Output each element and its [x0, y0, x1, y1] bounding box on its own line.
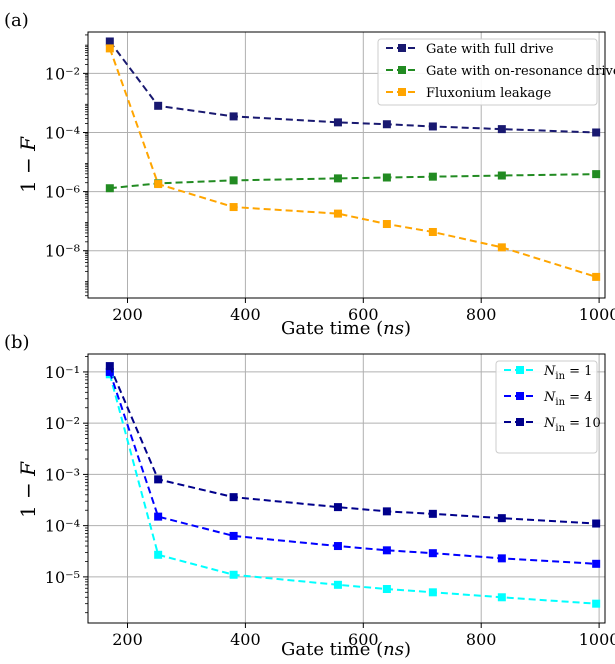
data-point	[105, 367, 114, 376]
data-point	[428, 227, 437, 236]
data-point	[105, 184, 114, 193]
y-axis-label: 1 − F	[16, 461, 40, 518]
data-point	[105, 37, 114, 46]
data-point	[154, 475, 163, 484]
x-axis-label: Gate time (ns)	[281, 639, 411, 660]
series-line-1	[108, 374, 597, 605]
data-point	[105, 44, 114, 53]
x-tick-label: 1000	[579, 305, 615, 324]
legend: Gate with full drive Gate with on-resonan…	[377, 38, 615, 106]
panel-label: (a)	[4, 10, 29, 31]
data-point	[382, 585, 391, 594]
data-point	[592, 170, 601, 179]
y-tick-label: 10⁻⁴	[45, 517, 80, 536]
legend-swatch-marker	[398, 88, 406, 96]
data-point	[497, 125, 506, 134]
data-point	[497, 171, 506, 180]
data-point	[382, 173, 391, 182]
data-point	[333, 503, 342, 512]
data-point	[592, 519, 601, 528]
x-tick-label: 200	[112, 630, 143, 649]
x-tick-label: 800	[466, 305, 497, 324]
data-point	[154, 512, 163, 521]
legend-swatch-marker	[516, 392, 524, 400]
legend: Nin = 1 Nin = 4 Nin = 10	[495, 360, 601, 454]
legend-swatch-marker	[398, 44, 406, 52]
legend-label: Fluxonium leakage	[426, 86, 552, 101]
y-tick-label: 10⁻²	[45, 64, 80, 83]
y-tick-label: 10⁻⁵	[45, 568, 80, 587]
x-tick-label: 600	[348, 630, 379, 649]
data-point	[333, 118, 342, 127]
data-point	[592, 128, 601, 137]
legend-label: Nin = 4	[543, 390, 592, 408]
y-tick-label: 10⁻¹	[45, 363, 80, 382]
x-tick-label: 800	[466, 630, 497, 649]
legend-label: Nin = 10	[543, 416, 601, 434]
legend-swatch-marker	[516, 366, 524, 374]
data-point	[497, 243, 506, 252]
series-line-2	[109, 173, 597, 190]
data-point	[428, 549, 437, 558]
legend-label: Nin = 1	[543, 364, 592, 382]
data-point	[382, 120, 391, 129]
legend-label: Gate with full drive	[426, 42, 554, 57]
series-line-3	[108, 365, 597, 525]
data-point	[154, 180, 163, 189]
data-point	[105, 362, 114, 371]
panel-label: (b)	[4, 332, 30, 353]
data-point	[333, 174, 342, 183]
panel-a: (a) 200 400 600 800 1000 10⁻⁸ 10⁻⁶ 10⁻⁴ 10⁻² Ga…	[4, 10, 615, 339]
series-line-1	[109, 40, 597, 134]
data-point	[428, 122, 437, 131]
data-point	[229, 531, 238, 540]
data-point	[229, 203, 238, 212]
data-point	[333, 209, 342, 218]
data-point	[428, 509, 437, 518]
data-point	[229, 112, 238, 121]
data-point	[382, 546, 391, 555]
data-point	[497, 514, 506, 523]
x-tick-label: 600	[348, 305, 379, 324]
legend-label: Gate with on-resonance drive	[426, 64, 615, 79]
x-axis-label: Gate time (ns)	[281, 318, 411, 339]
panel-b: (b) 200 400 600 800 1000 10⁻⁵ 10⁻⁴ 10⁻³ 10⁻² 10⁻…	[4, 332, 615, 660]
data-point	[497, 593, 506, 602]
x-tick-label: 400	[230, 305, 261, 324]
data-point	[592, 599, 601, 608]
series-line-2	[108, 371, 597, 565]
y-axis-label: 1 − F	[16, 136, 40, 193]
data-point	[428, 588, 437, 597]
x-tick-label: 200	[112, 305, 143, 324]
y-tick-label: 10⁻²	[45, 414, 80, 433]
data-point	[428, 172, 437, 181]
plot-frame	[87, 353, 606, 624]
data-point	[592, 559, 601, 568]
data-point	[154, 550, 163, 559]
legend-box	[377, 38, 598, 106]
data-point	[497, 554, 506, 563]
data-point	[333, 580, 342, 589]
data-point	[229, 176, 238, 185]
data-point	[154, 101, 163, 110]
y-tick-label: 10⁻⁴	[45, 123, 80, 142]
legend-box	[495, 360, 598, 454]
series-line-3	[108, 48, 597, 278]
y-tick-label: 10⁻³	[45, 465, 80, 484]
data-point	[592, 272, 601, 281]
data-point	[229, 493, 238, 502]
data-point	[382, 220, 391, 229]
data-point	[333, 542, 342, 551]
y-tick-label: 10⁻⁸	[45, 242, 80, 261]
data-point	[229, 570, 238, 579]
data-point	[382, 507, 391, 516]
x-tick-label: 400	[230, 630, 261, 649]
legend-swatch-marker	[516, 418, 524, 426]
x-tick-label: 1000	[579, 630, 615, 649]
legend-swatch-marker	[398, 66, 406, 74]
y-tick-label: 10⁻⁶	[45, 183, 80, 202]
